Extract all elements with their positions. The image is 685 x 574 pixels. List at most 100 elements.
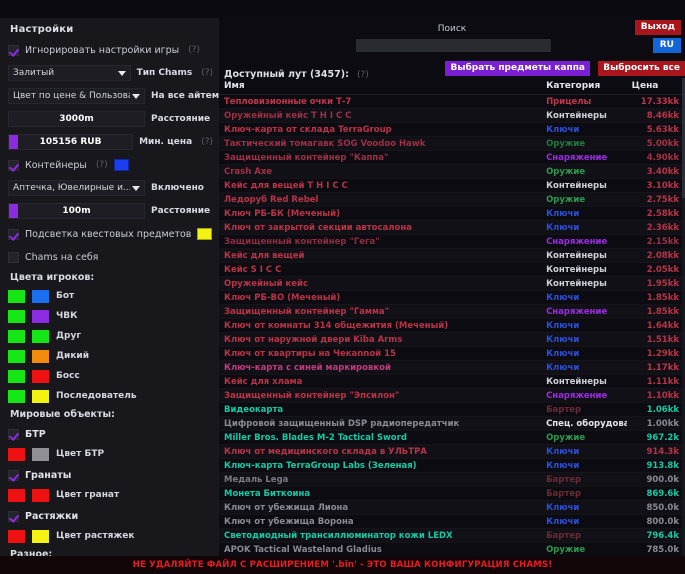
distance-slider[interactable]: 3000m xyxy=(8,111,145,127)
world-object-btr-toggle[interactable]: БТР xyxy=(8,426,213,442)
table-row[interactable]: Видеокарта Бартер 1.06kk xyxy=(219,402,685,417)
color-swatch[interactable] xyxy=(32,369,49,383)
color-swatch[interactable] xyxy=(113,159,129,171)
enabled-swatch[interactable] xyxy=(8,447,25,461)
table-row[interactable]: Кейс для хлама Контейнеры 1.11kk xyxy=(219,374,685,389)
setting-distance-1[interactable]: 3000m Расстояние xyxy=(8,111,213,127)
enabled-swatch[interactable] xyxy=(8,369,25,383)
color-swatch[interactable] xyxy=(32,289,49,303)
enabled-swatch[interactable] xyxy=(8,488,25,502)
table-row[interactable]: Ключ-карта от склада TerraGroup Ключи 5.63… xyxy=(219,122,685,137)
setting-color-mode[interactable]: Цвет по цене & Пользователи На все айтем… xyxy=(8,88,227,104)
table-row[interactable]: Miller Bros. Blades M-2 Tactical Sword Ор… xyxy=(219,430,685,445)
enabled-swatch[interactable] xyxy=(8,329,25,343)
checkbox-icon[interactable] xyxy=(8,228,19,240)
column-header-name[interactable]: Имя xyxy=(219,78,542,95)
enabled-swatch[interactable] xyxy=(8,349,25,363)
language-button[interactable]: RU xyxy=(652,38,681,53)
table-row[interactable]: Светодиодный трансиллюминатор кожи LEDX Б… xyxy=(219,528,685,543)
table-row[interactable]: Защищенный контейнер "Каппа" Снаряжение 4.… xyxy=(219,150,685,165)
table-row[interactable]: Защищенный контейнер "Гега" Снаряжение 2.1… xyxy=(219,234,685,249)
checkbox-icon[interactable] xyxy=(8,428,19,440)
checkbox-icon[interactable] xyxy=(8,251,19,263)
table-row[interactable]: Кейс для вещей Т Н I С С Контейнеры 3.10kk xyxy=(219,178,685,193)
table-row[interactable]: Ключ РБ-БК (Меченый) Ключи 2.58kk xyxy=(219,206,685,221)
column-header-category[interactable]: Категория xyxy=(541,78,627,95)
color-swatch[interactable] xyxy=(32,309,49,323)
world-object-grenades-color[interactable]: Цвет гранат xyxy=(8,488,213,502)
help-icon[interactable]: (?) xyxy=(201,137,213,147)
loot-scrollbar[interactable] xyxy=(682,78,685,556)
enabled-swatch[interactable] xyxy=(8,529,25,543)
checkbox-icon[interactable] xyxy=(8,44,19,56)
help-icon[interactable]: (?) xyxy=(188,45,200,55)
table-row[interactable]: Монета Биткоина Бартер 869.6k xyxy=(219,486,685,501)
world-object-btr-color[interactable]: Цвет БТР xyxy=(8,447,213,461)
world-object-tripwires-color[interactable]: Цвет растяжек xyxy=(8,529,213,543)
table-row[interactable]: Кейс S I C C Контейнеры 2.05kk xyxy=(219,262,685,277)
medkits-dropdown[interactable]: Аптечка, Ювелирные и... xyxy=(8,180,145,196)
distance-slider-2[interactable]: 100m xyxy=(8,203,145,219)
table-row[interactable]: APOK Tactical Wasteland Gladius Оружие 785… xyxy=(219,542,685,557)
table-row[interactable]: Crash Axe Оружие 3.40kk xyxy=(219,164,685,179)
table-row[interactable]: Оружейный кейс Т Н I С С Контейнеры 8.46kk xyxy=(219,108,685,123)
help-icon[interactable]: (?) xyxy=(201,68,213,78)
table-row[interactable]: Ключ-карта с синей маркировкой Ключи 1.17k… xyxy=(219,360,685,375)
setting-chams-self[interactable]: Chams на себя xyxy=(8,249,213,265)
table-row[interactable]: Ключ от наружной двери Kiba Arms Ключи 1.5… xyxy=(219,332,685,347)
world-object-tripwires-toggle[interactable]: Растяжки xyxy=(8,508,213,524)
chams-type-dropdown[interactable]: Залитый xyxy=(8,65,131,81)
color-swatch[interactable] xyxy=(32,329,49,343)
checkbox-icon[interactable] xyxy=(8,159,19,171)
color-swatch[interactable] xyxy=(32,349,49,363)
column-header-price[interactable]: Цена xyxy=(626,78,685,95)
player-color-pmc[interactable]: ЧВК xyxy=(8,309,213,323)
enabled-swatch[interactable] xyxy=(8,289,25,303)
color-mode-dropdown[interactable]: Цвет по цене & Пользователи xyxy=(8,88,145,104)
table-row[interactable]: Ключ от медицинского склада в УЛЬТРА Ключ… xyxy=(219,444,685,459)
exit-button[interactable]: Выход xyxy=(634,20,681,35)
setting-min-price[interactable]: 105156 RUB Мин. цена (?) xyxy=(8,134,213,150)
drop-all-button[interactable]: Выбросить все xyxy=(598,61,685,76)
table-row[interactable]: Оружейный кейс Контейнеры 1.95kk xyxy=(219,276,685,291)
table-row[interactable]: Ключ РБ-ВО (Меченый) Ключи 1.85kk xyxy=(219,290,685,305)
setting-quest-items[interactable]: Подсветка квестовых предметов xyxy=(8,226,213,242)
checkbox-icon[interactable] xyxy=(8,510,19,522)
enabled-swatch[interactable] xyxy=(8,389,25,403)
world-object-grenades-toggle[interactable]: Гранаты xyxy=(8,467,213,483)
color-swatch[interactable] xyxy=(197,228,213,240)
enabled-swatch[interactable] xyxy=(8,309,25,323)
setting-chams-type[interactable]: Залитый Тип Chams (?) xyxy=(8,65,213,81)
table-row[interactable]: Ключ от убежища Лиона Ключи 850.0k xyxy=(219,500,685,515)
select-kappa-items-button[interactable]: Выбрать предметы каппа xyxy=(445,61,590,76)
color-swatch[interactable] xyxy=(32,488,49,502)
table-row[interactable]: Ключ-карта TerraGroup Labs (Зеленая) Ключ… xyxy=(219,458,685,473)
help-icon[interactable]: (?) xyxy=(95,160,108,170)
player-color-friend[interactable]: Друг xyxy=(8,329,213,343)
table-row[interactable]: Защищенный контейнер "Гамма" Снаряжение 1.… xyxy=(219,304,685,319)
player-color-boss[interactable]: Босс xyxy=(8,369,213,383)
search-input[interactable] xyxy=(356,39,551,52)
table-row[interactable]: Цифровой защищенный DSP радиопередатчик С… xyxy=(219,416,685,431)
table-row[interactable]: Кейс для вещей Контейнеры 2.08kk xyxy=(219,248,685,263)
color-swatch[interactable] xyxy=(32,529,49,543)
min-price-slider[interactable]: 105156 RUB xyxy=(8,134,134,150)
color-swatch[interactable] xyxy=(32,389,49,403)
setting-containers[interactable]: Контейнеры (?) xyxy=(8,157,213,173)
player-color-bot[interactable]: Бот xyxy=(8,289,213,303)
player-color-scav[interactable]: Дикий xyxy=(8,349,213,363)
table-row[interactable]: Ключ от квартиры на Чекannой 15 Ключи 1.29… xyxy=(219,346,685,361)
table-row[interactable]: Медаль Lega Бартер 900.0k xyxy=(219,472,685,487)
checkbox-icon[interactable] xyxy=(8,469,19,481)
table-row[interactable]: Ключ от комнаты 314 общежития (Меченый) К… xyxy=(219,318,685,333)
table-row[interactable]: Ледоруб Red Rebel Оружие 2.75kk xyxy=(219,192,685,207)
table-row[interactable]: Тепловизионные очки Т-7 Прицелы 17.33kk xyxy=(219,94,685,109)
setting-medkits[interactable]: Аптечка, Ювелирные и... Включено xyxy=(8,180,213,196)
scrollbar-thumb[interactable] xyxy=(682,78,685,198)
help-icon[interactable]: (?) xyxy=(356,70,369,80)
setting-distance-2[interactable]: 100m Расстояние xyxy=(8,203,213,219)
player-color-follower[interactable]: Последователь xyxy=(8,389,213,403)
table-row[interactable]: Ключ от убежища Ворона Ключи 800.0k xyxy=(219,514,685,529)
color-swatch[interactable] xyxy=(32,447,49,461)
setting-ignore-game-settings[interactable]: Игнорировать настройки игры (?) xyxy=(8,42,213,58)
